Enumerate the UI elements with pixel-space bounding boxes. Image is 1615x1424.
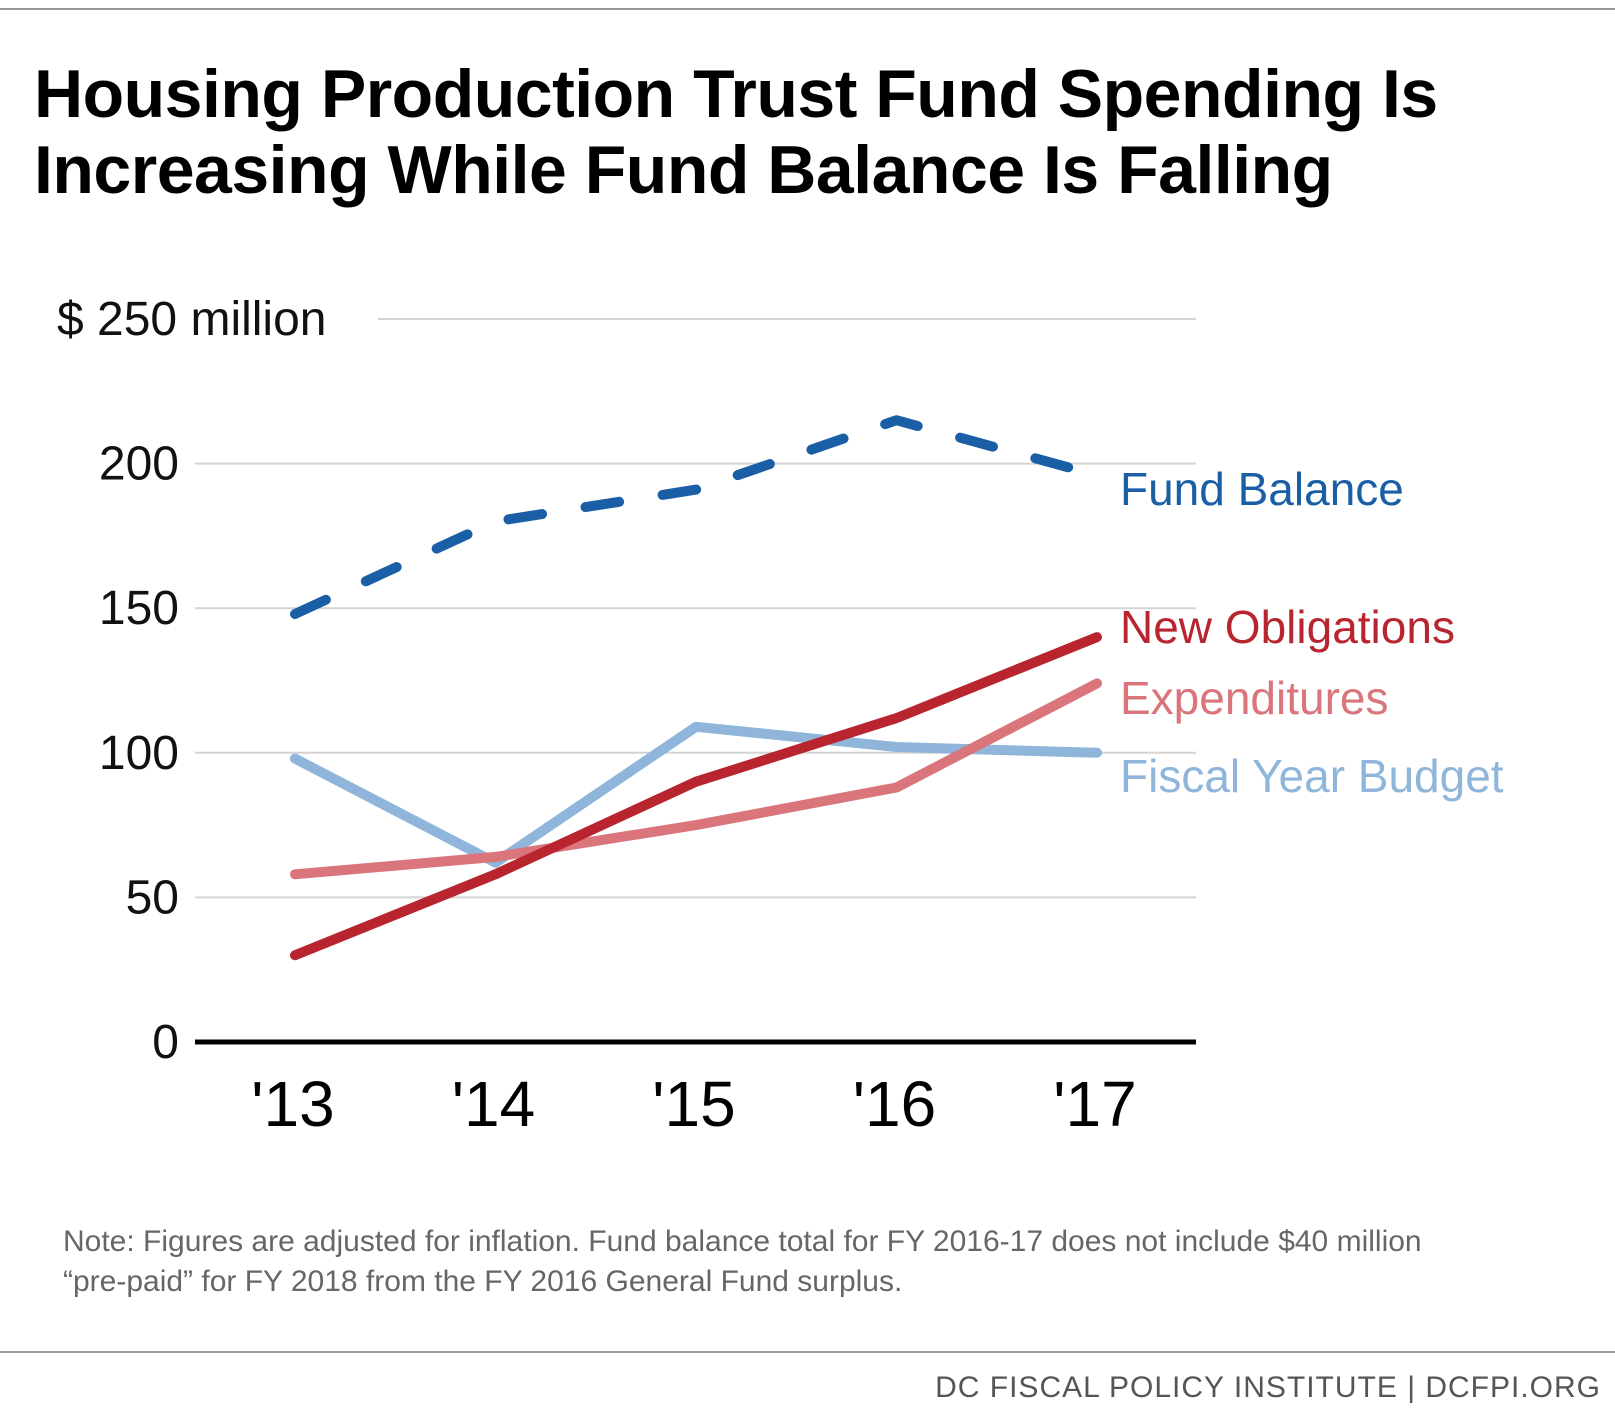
y-tick-label-250: $ 250 million — [57, 293, 326, 346]
y-tick-label-100: 100 — [99, 727, 179, 780]
x-tick-label-17: '17 — [1053, 1068, 1136, 1140]
y-tick-label-0: 0 — [152, 1016, 179, 1069]
series-lines — [290, 415, 1102, 961]
chart-note-line-1: Note: Figures are adjusted for inflation… — [63, 1225, 1422, 1258]
y-tick-label-200: 200 — [99, 438, 179, 491]
x-tick-label-15: '15 — [652, 1068, 735, 1140]
gridlines — [195, 318, 1196, 1045]
source-credit: DC FISCAL POLICY INSTITUTE | DCFPI.ORG — [935, 1371, 1601, 1404]
series-label-fund-balance: Fund Balance — [1120, 463, 1404, 515]
chart-note-line-2: “pre-paid” for FY 2018 from the FY 2016 … — [63, 1265, 903, 1298]
x-axis-tick-labels: '13 '14 '15 '16 '17 — [251, 1068, 1136, 1140]
chart-title-line-1: Housing Production Trust Fund Spending I… — [34, 56, 1438, 132]
top-divider — [0, 8, 1615, 10]
y-tick-label-150: 150 — [99, 582, 179, 635]
y-tick-label-50: 50 — [126, 871, 179, 924]
series-label-new-obligations: New Obligations — [1120, 601, 1455, 653]
chart-title: Housing Production Trust Fund Spending I… — [34, 56, 1594, 208]
x-tick-label-16: '16 — [853, 1068, 936, 1140]
series-labels: Fund Balance New Obligations Expenditures F… — [1120, 463, 1504, 802]
series-line-new-obligations — [290, 632, 1102, 961]
chart-note: Note: Figures are adjusted for inflation… — [63, 1222, 1563, 1302]
bottom-divider — [0, 1351, 1615, 1353]
series-line-expenditures — [290, 678, 1102, 880]
chart-title-line-2: Increasing While Fund Balance Is Falling — [34, 132, 1333, 208]
series-line-fund-balance — [290, 415, 1102, 619]
y-axis-tick-labels: 0 50 100 150 $ 250 million 200 — [57, 293, 326, 1069]
series-label-expenditures: Expenditures — [1120, 672, 1389, 724]
series-label-fiscal-year-budget: Fiscal Year Budget — [1120, 750, 1504, 802]
x-tick-label-14: '14 — [452, 1068, 535, 1140]
x-tick-label-13: '13 — [251, 1068, 334, 1140]
